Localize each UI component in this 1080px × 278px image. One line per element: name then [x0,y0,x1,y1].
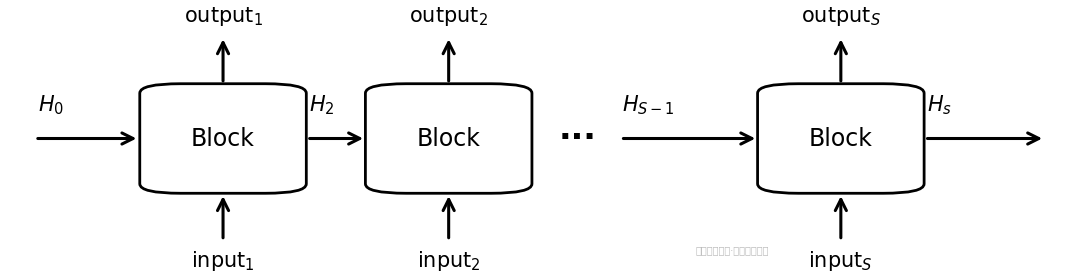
Text: output$_2$: output$_2$ [409,5,488,28]
Text: $H_{S-1}$: $H_{S-1}$ [622,94,674,117]
Text: input$_S$: input$_S$ [809,249,874,273]
Text: 掘金技术社区·京东云开发者: 掘金技术社区·京东云开发者 [696,245,769,255]
FancyBboxPatch shape [757,84,924,193]
Text: output$_1$: output$_1$ [184,5,262,28]
Text: $H_s$: $H_s$ [927,94,951,117]
FancyBboxPatch shape [365,84,532,193]
Text: $H_2$: $H_2$ [309,94,335,117]
FancyBboxPatch shape [139,84,307,193]
Text: input$_2$: input$_2$ [417,249,481,273]
Text: output$_S$: output$_S$ [801,5,881,28]
Text: Block: Block [417,126,481,150]
Text: $H_0$: $H_0$ [38,94,65,117]
Text: input$_1$: input$_1$ [191,249,255,273]
Text: Block: Block [191,126,255,150]
Text: Block: Block [809,126,873,150]
Text: ···: ··· [558,122,596,155]
